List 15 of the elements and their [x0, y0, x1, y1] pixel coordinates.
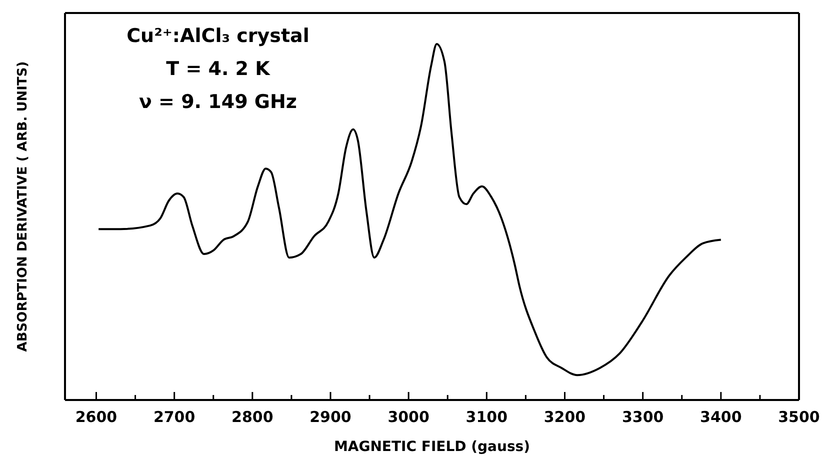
x-axis-title: MAGNETIC FIELD (gauss) — [334, 439, 530, 455]
x-tick-label: 3500 — [778, 408, 820, 426]
x-tick-label: 2800 — [232, 408, 274, 426]
x-tick-label: 3200 — [544, 408, 586, 426]
y-axis-title: ABSORPTION DERIVATIVE ( ARB. UNITS) — [16, 61, 31, 352]
x-tick-label: 2600 — [75, 408, 118, 426]
x-tick-label: 3100 — [466, 408, 508, 426]
x-tick-label: 3000 — [388, 408, 430, 426]
x-tick-label: 2900 — [310, 408, 352, 426]
x-tick-label: 3400 — [700, 408, 742, 426]
annotation: ν = 9. 149 GHz — [138, 90, 298, 115]
annotation: Cu²⁺:AlCl₃ crystal — [126, 24, 310, 49]
annotation: T = 4. 2 K — [165, 57, 272, 82]
x-tick-label: 2700 — [153, 408, 196, 426]
x-tick-label: 3300 — [622, 408, 664, 426]
